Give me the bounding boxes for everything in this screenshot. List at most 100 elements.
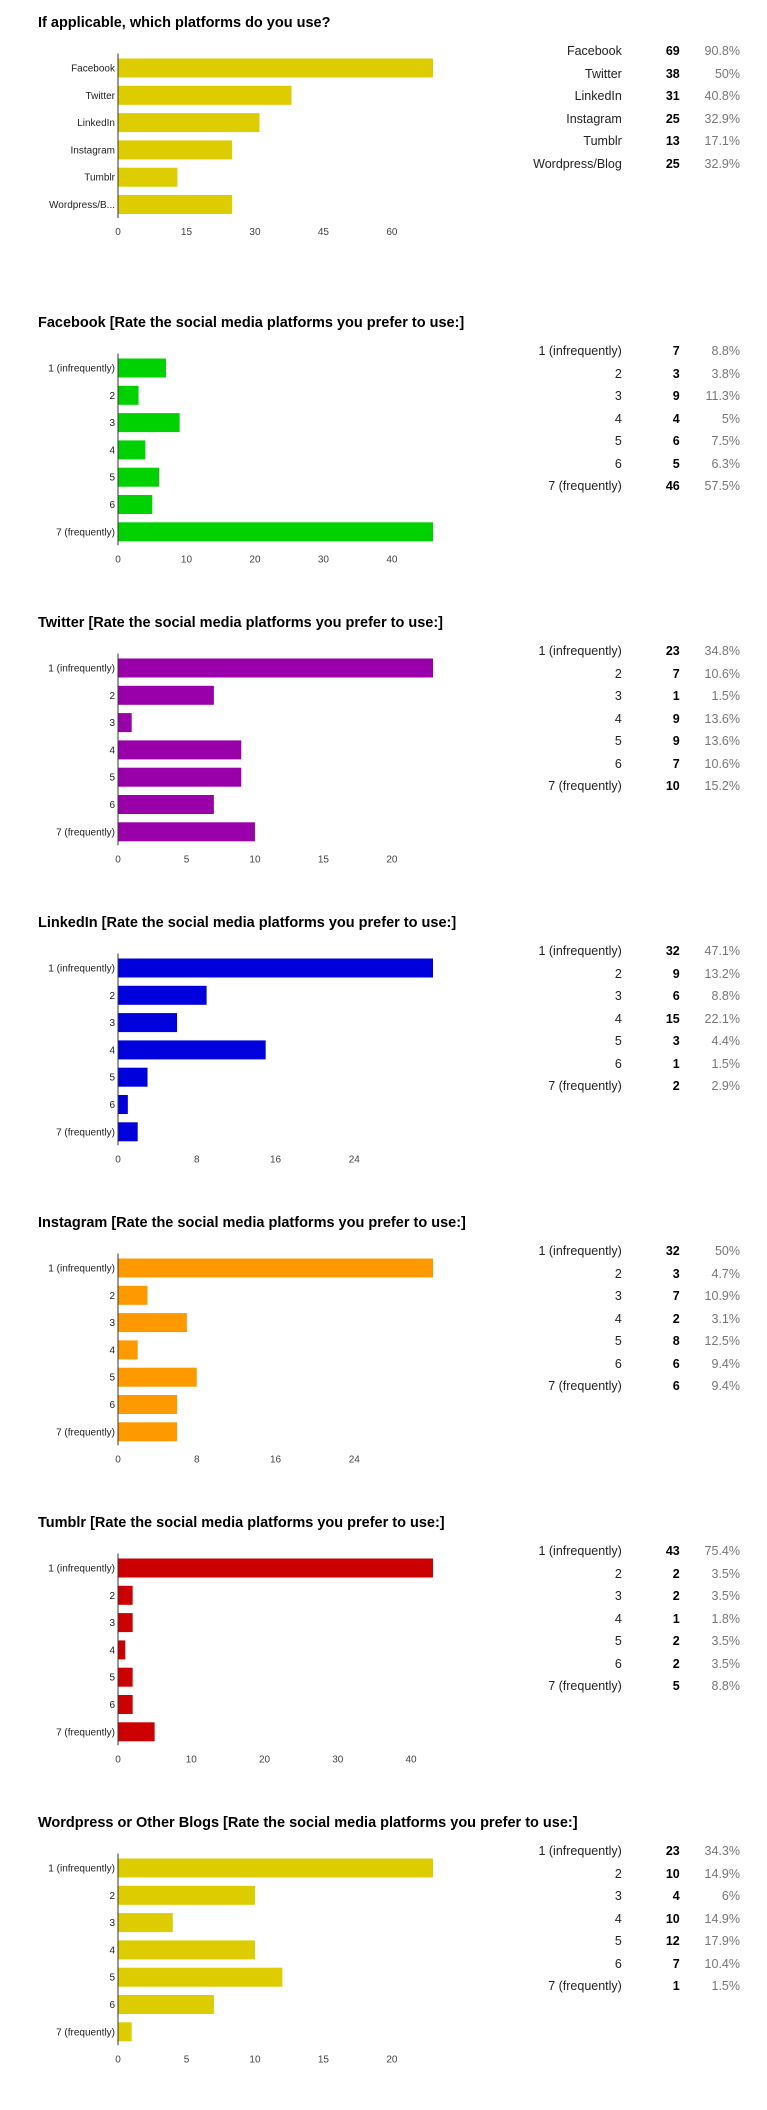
bar-chart: 1 (infrequently) 2 3 4 5 6 7 (frequently) 0 8 16 2… <box>48 953 433 1165</box>
stat-count: 9 <box>672 966 680 981</box>
category-label: 5 <box>109 1973 115 1984</box>
chart-bar <box>118 467 160 487</box>
stat-count: 3 <box>672 1034 680 1048</box>
stats-row: 5 9 13.6% <box>440 730 740 753</box>
stat-percent: 3.5% <box>711 1589 741 1603</box>
stats-row: 7 (frequently) 10 15.2% <box>440 775 740 798</box>
stat-percent: 9.4% <box>711 1379 741 1393</box>
stat-percent: 3.5% <box>711 1656 741 1671</box>
chart-bar <box>118 1858 433 1878</box>
chart-bar <box>118 2022 132 2042</box>
category-label: Tumblr <box>84 173 115 184</box>
stat-percent: 8.8% <box>711 989 741 1003</box>
stat-label: 7 (frequently) <box>548 1079 622 1093</box>
question-title: LinkedIn [Rate the social media platform… <box>38 915 457 931</box>
stats-row: 7 (frequently) 6 9.4% <box>440 1375 740 1398</box>
chart-bar <box>118 1995 214 2014</box>
x-tick-label: 20 <box>259 1754 271 1765</box>
stat-percent: 14.9% <box>704 1911 740 1926</box>
stat-count: 4 <box>672 1889 680 1903</box>
category-label: 1 (infrequently) <box>48 664 115 675</box>
response-stats-table: 1 (infrequently) 23 34.3% 2 10 14.9% 3 4 6% 4 10 14… <box>440 1840 740 1998</box>
category-label: 4 <box>109 445 115 456</box>
stats-row: 3 1 1.5% <box>440 685 740 708</box>
survey-question-section: Tumblr [Rate the social media platforms … <box>0 1500 767 1800</box>
x-tick-label: 0 <box>115 227 121 238</box>
stat-count: 15 <box>665 1011 680 1026</box>
stats-row: 4 15 22.1% <box>440 1008 740 1031</box>
stat-percent: 50% <box>714 66 740 81</box>
stat-count: 2 <box>672 1589 680 1603</box>
stat-count: 7 <box>672 1289 680 1303</box>
x-tick-label: 15 <box>318 854 330 865</box>
chart-bar <box>118 1695 133 1714</box>
chart-bar <box>118 658 433 678</box>
stats-row: 1 (infrequently) 32 50% <box>440 1240 740 1263</box>
stat-count: 6 <box>672 1379 680 1393</box>
stat-label: 5 <box>614 1034 622 1048</box>
category-label: 6 <box>109 1400 115 1411</box>
stat-count: 10 <box>665 779 680 793</box>
chart-bar <box>118 1667 133 1687</box>
stat-percent: 8.8% <box>711 344 741 358</box>
question-title: Tumblr [Rate the social media platforms … <box>38 1515 445 1531</box>
survey-question-section: If applicable, which platforms do you us… <box>0 0 767 300</box>
x-tick-label: 20 <box>386 854 398 865</box>
stat-label: 7 (frequently) <box>548 1379 622 1393</box>
x-tick-label: 0 <box>115 2054 121 2065</box>
stats-row: Wordpress/Blog 25 32.9% <box>440 153 740 176</box>
bar-chart: 1 (infrequently) 2 3 4 5 6 7 (frequently) 0 8 16 2… <box>48 1253 433 1465</box>
stats-row: 5 3 4.4% <box>440 1030 740 1053</box>
stat-percent: 32.9% <box>704 111 740 126</box>
stat-label: 3 <box>614 1589 622 1603</box>
stats-row: 5 2 3.5% <box>440 1630 740 1653</box>
stat-label: 2 <box>614 666 622 681</box>
category-label: 6 <box>109 800 115 811</box>
stat-label: 5 <box>614 434 622 448</box>
bar-chart: 1 (infrequently) 2 3 4 5 6 7 (frequently) 0 5 10 1… <box>48 653 433 865</box>
stats-row: 2 3 3.8% <box>440 363 740 386</box>
stat-percent: 34.8% <box>704 644 740 658</box>
stat-percent: 13.6% <box>704 734 740 748</box>
category-label: 2 <box>109 1891 115 1902</box>
survey-question-section: Facebook [Rate the social media platform… <box>0 300 767 600</box>
stat-percent: 8.8% <box>711 1679 741 1693</box>
category-label: 5 <box>109 1673 115 1684</box>
bar-chart: Facebook Twitter LinkedIn Instagram Tumblr Wo… <box>49 53 433 238</box>
stats-row: 6 1 1.5% <box>440 1053 740 1076</box>
stats-row: 4 1 1.8% <box>440 1608 740 1631</box>
category-label: 3 <box>109 718 115 729</box>
bar-chart: 1 (infrequently) 2 3 4 5 6 7 (frequently) 0 10 20… <box>48 1553 433 1765</box>
stat-percent: 3.5% <box>711 1634 741 1648</box>
category-label: 1 (infrequently) <box>48 1264 115 1275</box>
stat-count: 69 <box>665 44 680 58</box>
stat-percent: 14.9% <box>704 1866 740 1881</box>
chart-bar <box>118 440 146 460</box>
stat-label: 4 <box>614 711 622 726</box>
stat-count: 43 <box>665 1544 680 1558</box>
category-label: LinkedIn <box>77 118 115 129</box>
category-label: 2 <box>109 1591 115 1602</box>
chart-bar <box>118 822 255 842</box>
chart-bar <box>118 1885 255 1905</box>
stat-label: 3 <box>614 989 622 1003</box>
chart-bar <box>118 1313 187 1333</box>
stat-count: 1 <box>672 689 680 703</box>
stat-count: 25 <box>665 156 680 171</box>
stat-label: 4 <box>614 1911 622 1926</box>
x-tick-label: 60 <box>386 227 398 238</box>
stat-label: 2 <box>614 966 622 981</box>
stat-label: 3 <box>614 1289 622 1303</box>
stat-count: 23 <box>665 644 680 658</box>
stat-count: 25 <box>665 111 680 126</box>
stat-label: 1 (infrequently) <box>538 1844 622 1858</box>
category-label: 5 <box>109 773 115 784</box>
stat-label: 6 <box>614 1056 622 1071</box>
category-label: 4 <box>109 1045 115 1056</box>
stats-row: 7 (frequently) 46 57.5% <box>440 475 740 498</box>
stat-percent: 9.4% <box>711 1356 741 1371</box>
survey-question-section: LinkedIn [Rate the social media platform… <box>0 900 767 1200</box>
chart-bar <box>118 1340 138 1360</box>
stat-count: 46 <box>665 479 680 493</box>
stats-row: 6 7 10.6% <box>440 753 740 776</box>
